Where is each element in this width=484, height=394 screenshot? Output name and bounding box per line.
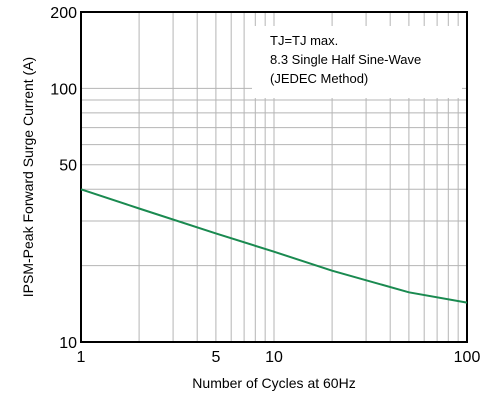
y-tick-label: 10 — [59, 335, 77, 352]
series-line-0 — [80, 188, 468, 304]
annotation-line-2: 8.3 Single Half Sine-Wave — [270, 52, 421, 67]
plot-frame — [80, 11, 468, 343]
y-tick-labels: 10 50 100 200 — [50, 5, 77, 352]
annotation-box: TJ=TJ max. 8.3 Single Half Sine-Wave (JE… — [252, 26, 462, 98]
x-tick-label: 10 — [265, 349, 283, 366]
annotation-line-3: (JEDEC Method) — [270, 71, 368, 86]
annotation-line-1: TJ=TJ max. — [270, 33, 338, 48]
y-tick-label: 200 — [50, 5, 77, 22]
x-tick-label: 100 — [454, 349, 481, 366]
y-tick-label: 100 — [50, 81, 77, 98]
y-tick-label: 50 — [59, 158, 77, 175]
x-tick-label: 1 — [77, 349, 86, 366]
x-axis-label: Number of Cycles at 60Hz — [192, 375, 355, 391]
annotation-background — [252, 26, 462, 98]
series-layer — [80, 188, 468, 304]
x-tick-label: 5 — [211, 349, 220, 366]
y-axis-label: IPSM-Peak Forward Surge Current (A) — [20, 57, 36, 297]
x-tick-labels: 1 5 10 100 — [77, 349, 481, 366]
